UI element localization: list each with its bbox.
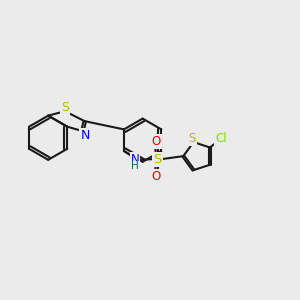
Text: O: O [152,135,161,148]
Text: S: S [189,132,196,145]
Text: N: N [80,129,90,142]
Text: S: S [61,101,69,114]
Text: S: S [153,153,162,166]
Text: Cl: Cl [215,132,227,145]
Text: H: H [131,161,139,171]
Text: O: O [152,170,161,183]
Text: N: N [130,153,140,166]
